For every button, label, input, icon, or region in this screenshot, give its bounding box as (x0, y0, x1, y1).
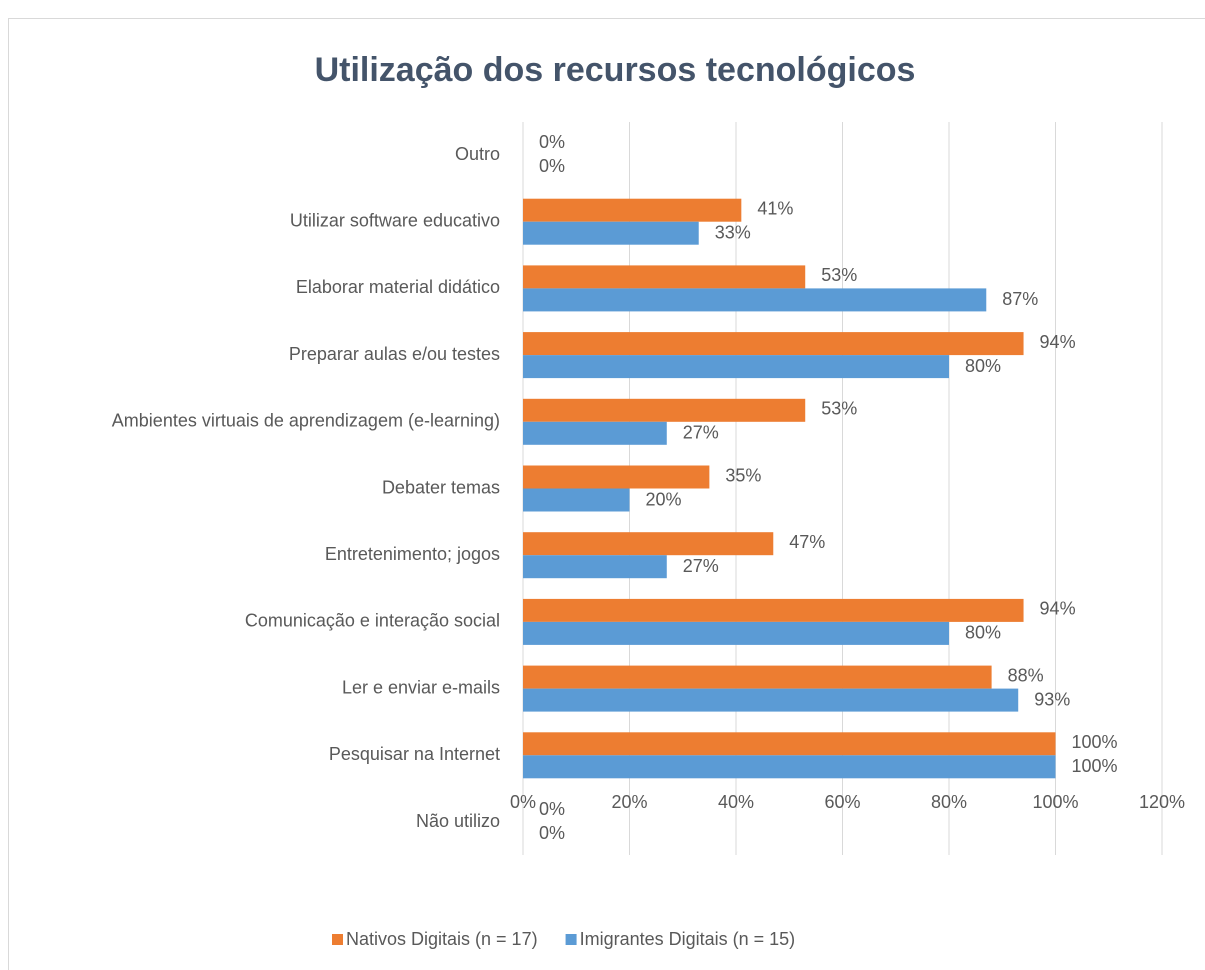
bar (523, 332, 1024, 356)
bar (523, 598, 1024, 622)
data-label: 100% (1072, 732, 1118, 752)
x-tick-label: 20% (611, 792, 647, 812)
y-tick-label: Comunicação e interação social (245, 611, 500, 631)
y-tick-label: Outro (455, 144, 500, 164)
x-tick-label: 100% (1032, 792, 1078, 812)
data-label: 41% (757, 198, 793, 218)
chart-title: Utilização dos recursos tecnológicos (315, 51, 916, 89)
bar (523, 665, 992, 689)
data-label: 0% (539, 799, 565, 819)
bar (523, 755, 1056, 779)
y-tick-label: Ambientes virtuais de aprendizagem (e-le… (112, 411, 500, 431)
data-label: 53% (821, 399, 857, 419)
x-tick-label: 80% (931, 792, 967, 812)
bar (523, 465, 710, 489)
x-tick-label: 40% (718, 792, 754, 812)
data-label: 0% (539, 823, 565, 843)
data-label: 35% (725, 465, 761, 485)
bar (523, 355, 949, 379)
data-label: 100% (1072, 756, 1118, 776)
legend-label: Nativos Digitais (n = 17) (346, 929, 538, 949)
data-label: 93% (1034, 689, 1070, 709)
data-label: 88% (1008, 665, 1044, 685)
legend-label: Imigrantes Digitais (n = 15) (580, 929, 796, 949)
bar (523, 688, 1019, 712)
y-tick-label: Pesquisar na Internet (329, 744, 500, 764)
y-tick-label: Elaborar material didático (296, 277, 500, 297)
data-label: 0% (539, 156, 565, 176)
bar (523, 288, 987, 312)
data-label: 0% (539, 132, 565, 152)
bar (523, 421, 667, 445)
y-tick-label: Ler e enviar e-mails (342, 677, 500, 697)
bar (523, 265, 806, 289)
x-tick-label: 60% (824, 792, 860, 812)
y-tick-label: Entretenimento; jogos (325, 544, 500, 564)
data-label: 87% (1002, 289, 1038, 309)
legend-swatch (565, 934, 577, 945)
data-label: 33% (715, 222, 751, 242)
data-label: 20% (646, 489, 682, 509)
data-label: 80% (965, 356, 1001, 376)
x-tick-label: 0% (510, 792, 536, 812)
data-label: 27% (683, 423, 719, 443)
data-label: 94% (1040, 332, 1076, 352)
data-label: 27% (683, 556, 719, 576)
y-tick-label: Não utilizo (416, 811, 500, 831)
y-tick-label: Debater temas (382, 477, 500, 497)
data-label: 47% (789, 532, 825, 552)
bar (523, 532, 774, 556)
data-label: 80% (965, 623, 1001, 643)
bar (523, 398, 806, 422)
bar (523, 198, 742, 222)
x-tick-label: 120% (1139, 792, 1185, 812)
legend-swatch (332, 934, 343, 945)
bar (523, 488, 630, 512)
bar (523, 732, 1056, 756)
bar (523, 555, 667, 579)
data-label: 53% (821, 265, 857, 285)
data-label: 94% (1040, 599, 1076, 619)
bar (523, 621, 949, 645)
y-tick-label: Preparar aulas e/ou testes (289, 344, 500, 364)
bar (523, 221, 699, 245)
y-tick-label: Utilizar software educativo (290, 210, 500, 230)
